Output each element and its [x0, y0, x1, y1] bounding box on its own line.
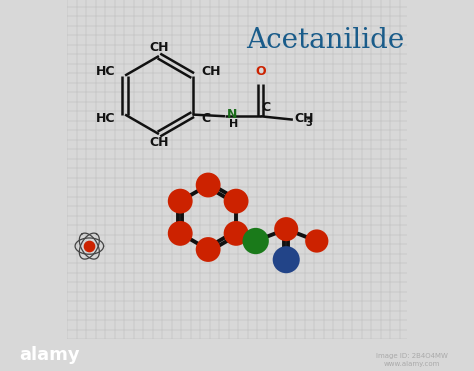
Point [85, 243, 93, 249]
Text: C: C [201, 112, 210, 125]
Text: C: C [261, 101, 271, 114]
Text: Image ID: 2B4O4MW
www.alamy.com: Image ID: 2B4O4MW www.alamy.com [376, 353, 448, 367]
Text: O: O [255, 65, 266, 78]
Text: CH: CH [149, 41, 169, 55]
Text: Acetanilide: Acetanilide [246, 27, 404, 54]
Point [232, 198, 240, 204]
Text: CH: CH [149, 136, 169, 149]
Text: HC: HC [96, 65, 116, 78]
Point [313, 238, 320, 244]
Point [283, 226, 290, 232]
Text: alamy: alamy [19, 346, 80, 364]
Point [204, 182, 212, 188]
Point [232, 230, 240, 236]
Text: CH: CH [201, 65, 220, 78]
Text: HC: HC [96, 112, 116, 125]
Point [283, 257, 290, 263]
Point [204, 247, 212, 253]
Point [252, 238, 259, 244]
Point [176, 230, 184, 236]
Text: CH: CH [294, 112, 314, 125]
Text: H: H [229, 119, 238, 129]
Text: 3: 3 [306, 118, 312, 128]
Point [176, 198, 184, 204]
Text: N: N [227, 108, 237, 121]
